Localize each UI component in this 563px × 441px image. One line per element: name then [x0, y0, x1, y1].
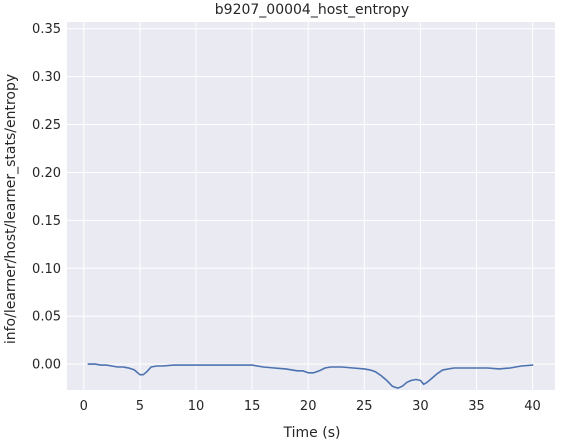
y-tick-label: 0.10	[32, 262, 61, 277]
y-axis-label: info/learner/host/learner_stats/entropy	[3, 74, 19, 344]
x-tick-label: 10	[188, 399, 205, 414]
x-axis-label: Time (s)	[283, 425, 341, 441]
chart-title: b9207_00004_host_entropy	[215, 2, 409, 18]
y-tick-label: 0.30	[32, 70, 61, 85]
y-tick-label: 0.35	[32, 22, 61, 37]
plot-area	[67, 22, 555, 390]
y-gridlines	[67, 28, 555, 365]
y-tick-label: 0.20	[32, 166, 61, 181]
x-tick-label: 15	[244, 399, 261, 414]
y-tick-label: 0.25	[32, 118, 61, 133]
series-layer	[87, 363, 534, 389]
x-tick-label: 20	[300, 399, 317, 414]
y-tick-label: 0.00	[32, 358, 61, 373]
x-tick-label: 0	[80, 399, 88, 414]
x-tick-label: 40	[524, 399, 541, 414]
x-tick-labels: 0 5 10 15 20 25 30 35 40	[80, 399, 541, 414]
x-tick-label: 5	[136, 399, 144, 414]
x-tick-label: 35	[468, 399, 485, 414]
x-gridlines	[83, 22, 534, 390]
x-tick-label: 25	[356, 399, 373, 414]
series-line	[87, 363, 534, 389]
y-tick-label: 0.15	[32, 214, 61, 229]
x-tick-label: 30	[412, 399, 429, 414]
y-tick-label: 0.05	[32, 310, 61, 325]
y-tick-labels: 0.00 0.05 0.10 0.15 0.20 0.25 0.30 0.35	[32, 22, 61, 372]
